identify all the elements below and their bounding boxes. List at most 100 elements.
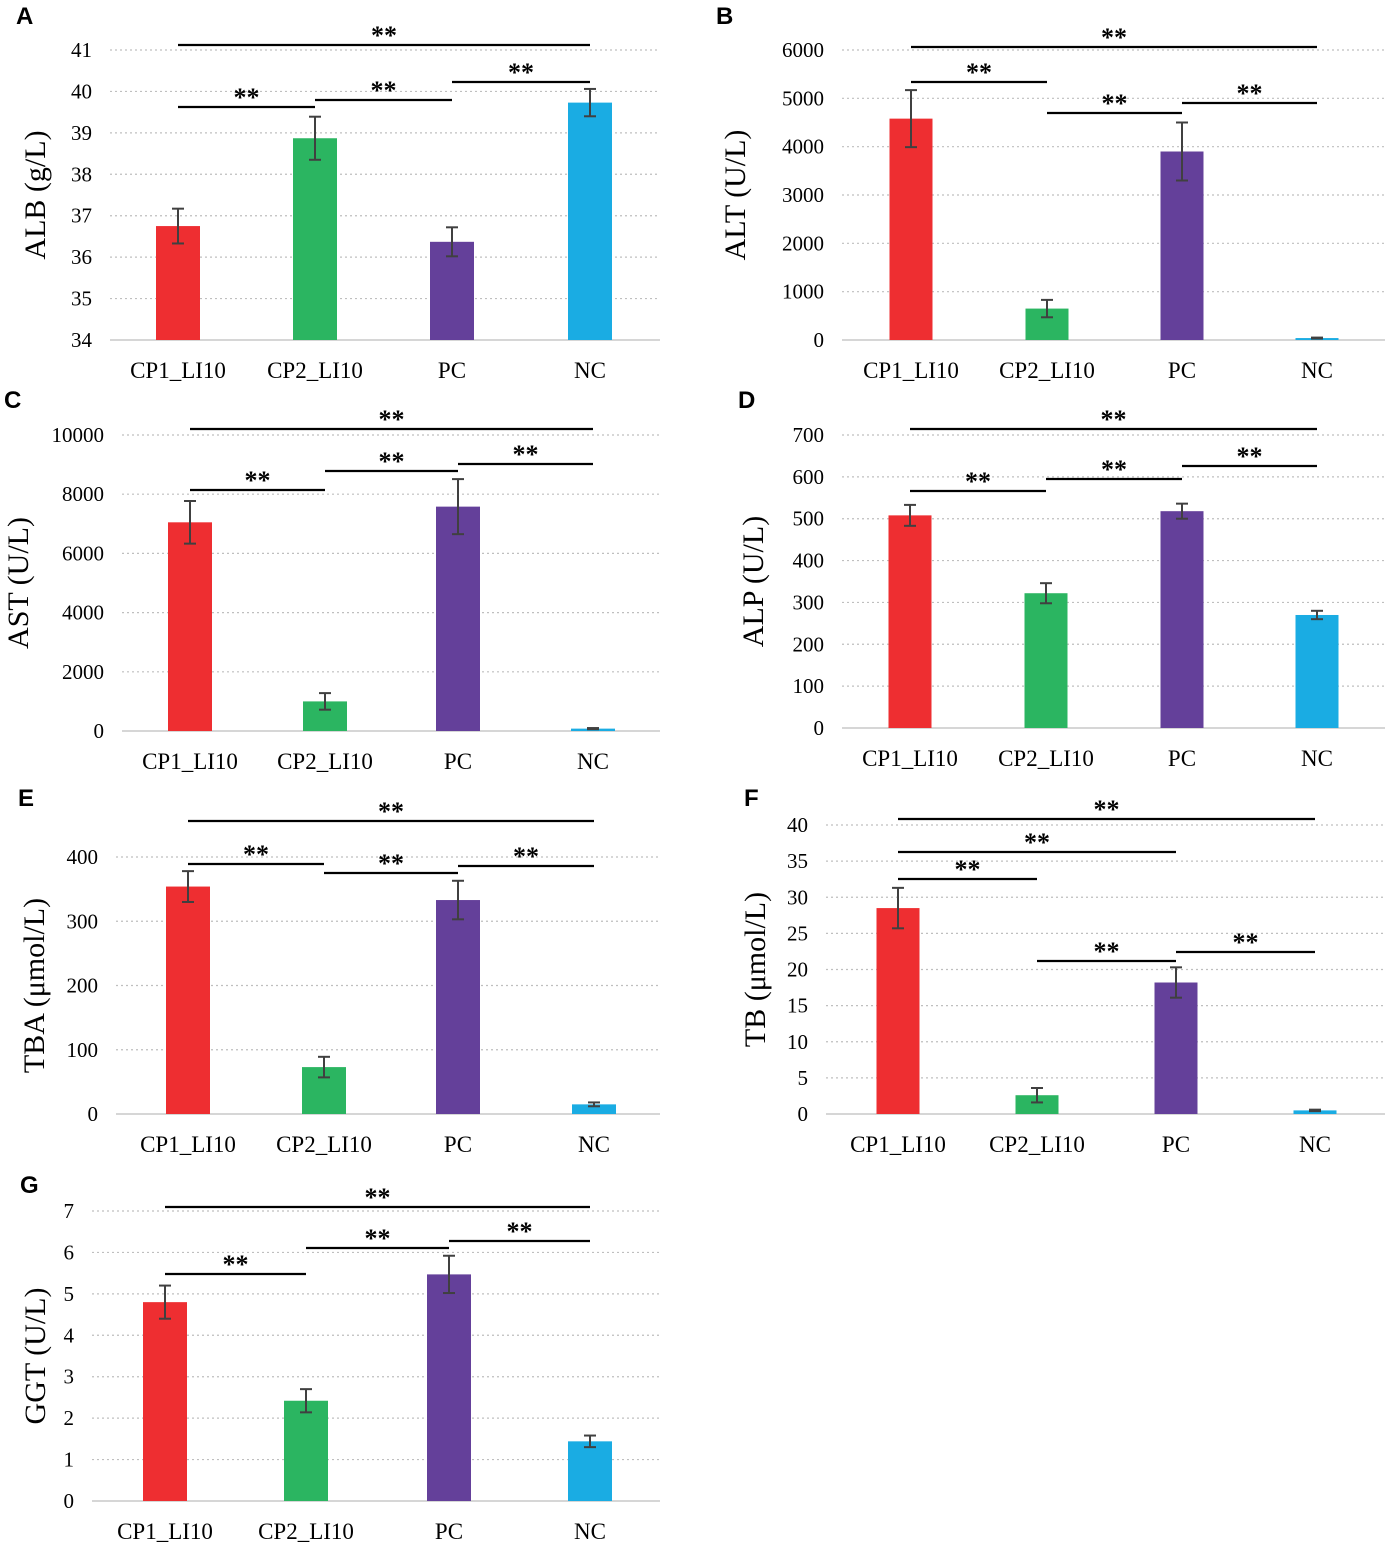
chart-panel-g: G 0 1 2 3 4 5 6 7 GGT (U/L) CP1_LI10 CP2_LI10 PC NC **… bbox=[19, 1172, 660, 1544]
x-category-label: CP2_LI10 bbox=[999, 358, 1095, 383]
y-tick-label: 0 bbox=[64, 1489, 75, 1513]
y-tick-label: 6 bbox=[64, 1240, 75, 1264]
significance-label: ** bbox=[365, 1183, 391, 1212]
y-axis-label: AST (U/L) bbox=[2, 517, 35, 649]
bar-cp1-li10 bbox=[166, 886, 210, 1114]
x-category-label: NC bbox=[574, 358, 606, 383]
x-category-label: CP1_LI10 bbox=[117, 1519, 213, 1544]
bar-cp1-li10 bbox=[168, 522, 212, 731]
y-tick-label: 700 bbox=[793, 423, 825, 447]
y-axis-label: GGT (U/L) bbox=[19, 1288, 52, 1425]
y-tick-label: 15 bbox=[787, 994, 808, 1018]
y-tick-label: 2000 bbox=[62, 660, 104, 684]
y-tick-label: 0 bbox=[814, 328, 825, 352]
panel-letter: E bbox=[18, 785, 34, 812]
y-tick-label: 3 bbox=[64, 1365, 75, 1389]
significance-label: ** bbox=[513, 440, 539, 469]
bar-pc bbox=[436, 900, 480, 1114]
significance-label: ** bbox=[371, 76, 397, 105]
y-tick-label: 7 bbox=[64, 1199, 75, 1223]
x-category-label: PC bbox=[1168, 746, 1196, 771]
significance-label: ** bbox=[223, 1250, 249, 1279]
x-category-label: PC bbox=[438, 358, 466, 383]
bar-nc bbox=[1293, 1110, 1337, 1114]
y-tick-label: 20 bbox=[787, 958, 808, 982]
y-tick-label: 10 bbox=[787, 1030, 808, 1054]
y-tick-label: 2000 bbox=[782, 231, 824, 255]
error-bar bbox=[446, 226, 458, 258]
x-category-label: CP1_LI10 bbox=[863, 358, 959, 383]
y-axis-label: ALT (U/L) bbox=[719, 130, 752, 261]
error-bar bbox=[318, 1055, 330, 1079]
y-tick-label: 200 bbox=[793, 632, 825, 656]
bar-cp1-li10 bbox=[143, 1302, 187, 1501]
y-tick-label: 40 bbox=[787, 813, 808, 837]
bar-pc bbox=[1154, 982, 1198, 1114]
x-category-label: PC bbox=[435, 1519, 463, 1544]
x-category-label: NC bbox=[1301, 358, 1333, 383]
error-bar bbox=[452, 478, 464, 536]
significance-label: ** bbox=[1094, 795, 1120, 824]
bar-nc bbox=[572, 1104, 616, 1114]
significance-label: ** bbox=[1237, 79, 1263, 108]
x-category-label: CP1_LI10 bbox=[142, 749, 238, 774]
bar-pc bbox=[1160, 151, 1204, 340]
x-category-label: PC bbox=[444, 1132, 472, 1157]
x-category-label: CP2_LI10 bbox=[998, 746, 1094, 771]
error-bar bbox=[1176, 121, 1188, 182]
panel-letter: G bbox=[20, 1172, 39, 1199]
y-tick-label: 2 bbox=[64, 1406, 75, 1430]
y-axis-label: TB (μmol/L) bbox=[739, 892, 772, 1047]
y-tick-label: 6000 bbox=[782, 38, 824, 62]
significance-label: ** bbox=[966, 58, 992, 87]
bar-pc bbox=[436, 506, 480, 731]
bar-cp2-li10 bbox=[1015, 1095, 1059, 1114]
bar-nc bbox=[1295, 614, 1339, 728]
bar-cp2-li10 bbox=[293, 138, 337, 340]
y-axis-label: ALP (U/L) bbox=[737, 516, 770, 647]
error-bar bbox=[300, 1388, 312, 1414]
y-tick-label: 4000 bbox=[782, 135, 824, 159]
significance-label: ** bbox=[245, 466, 271, 495]
significance-label: ** bbox=[378, 849, 404, 878]
x-category-label: NC bbox=[1299, 1132, 1331, 1157]
bar-cp2-li10 bbox=[284, 1400, 328, 1501]
y-axis-label: ALB (g/L) bbox=[19, 130, 52, 259]
y-tick-label: 4 bbox=[64, 1323, 75, 1347]
chart-panel-d: D 0 100 200 300 400 500 600 700 ALP (U/L) CP1_LI10… bbox=[737, 387, 1385, 771]
bar-pc bbox=[1160, 511, 1204, 728]
error-bar bbox=[159, 1284, 171, 1320]
x-category-label: PC bbox=[1168, 358, 1196, 383]
significance-label: ** bbox=[1102, 89, 1128, 118]
y-tick-label: 500 bbox=[793, 507, 825, 531]
error-bar bbox=[584, 87, 596, 118]
error-bar bbox=[1309, 1108, 1321, 1113]
bar-pc bbox=[427, 1274, 471, 1501]
bar-cp1-li10 bbox=[888, 515, 932, 728]
chart-panel-f: F 0 5 10 15 20 25 30 35 40 TB (μmol/L) CP1_LI10 CP2_… bbox=[739, 785, 1385, 1157]
y-tick-label: 300 bbox=[793, 590, 825, 614]
significance-label: ** bbox=[234, 83, 260, 112]
bar-nc bbox=[568, 1441, 612, 1501]
significance-label: ** bbox=[1101, 405, 1127, 434]
y-tick-label: 34 bbox=[71, 328, 93, 352]
x-category-label: CP2_LI10 bbox=[276, 1132, 372, 1157]
error-bar bbox=[1170, 966, 1182, 999]
significance-label: ** bbox=[243, 840, 269, 869]
significance-label: ** bbox=[1024, 828, 1050, 857]
x-category-label: CP2_LI10 bbox=[258, 1519, 354, 1544]
y-tick-label: 10000 bbox=[52, 423, 105, 447]
error-bar bbox=[905, 89, 917, 149]
panel-letter: D bbox=[738, 387, 755, 414]
significance-label: ** bbox=[365, 1224, 391, 1253]
error-bar bbox=[1311, 609, 1323, 621]
error-bar bbox=[182, 870, 194, 903]
error-bar bbox=[1311, 336, 1323, 340]
error-bar bbox=[1040, 582, 1052, 605]
y-tick-label: 5000 bbox=[782, 86, 824, 110]
x-category-label: PC bbox=[444, 749, 472, 774]
significance-label: ** bbox=[955, 855, 981, 884]
x-category-label: CP1_LI10 bbox=[862, 746, 958, 771]
y-tick-label: 300 bbox=[67, 909, 99, 933]
